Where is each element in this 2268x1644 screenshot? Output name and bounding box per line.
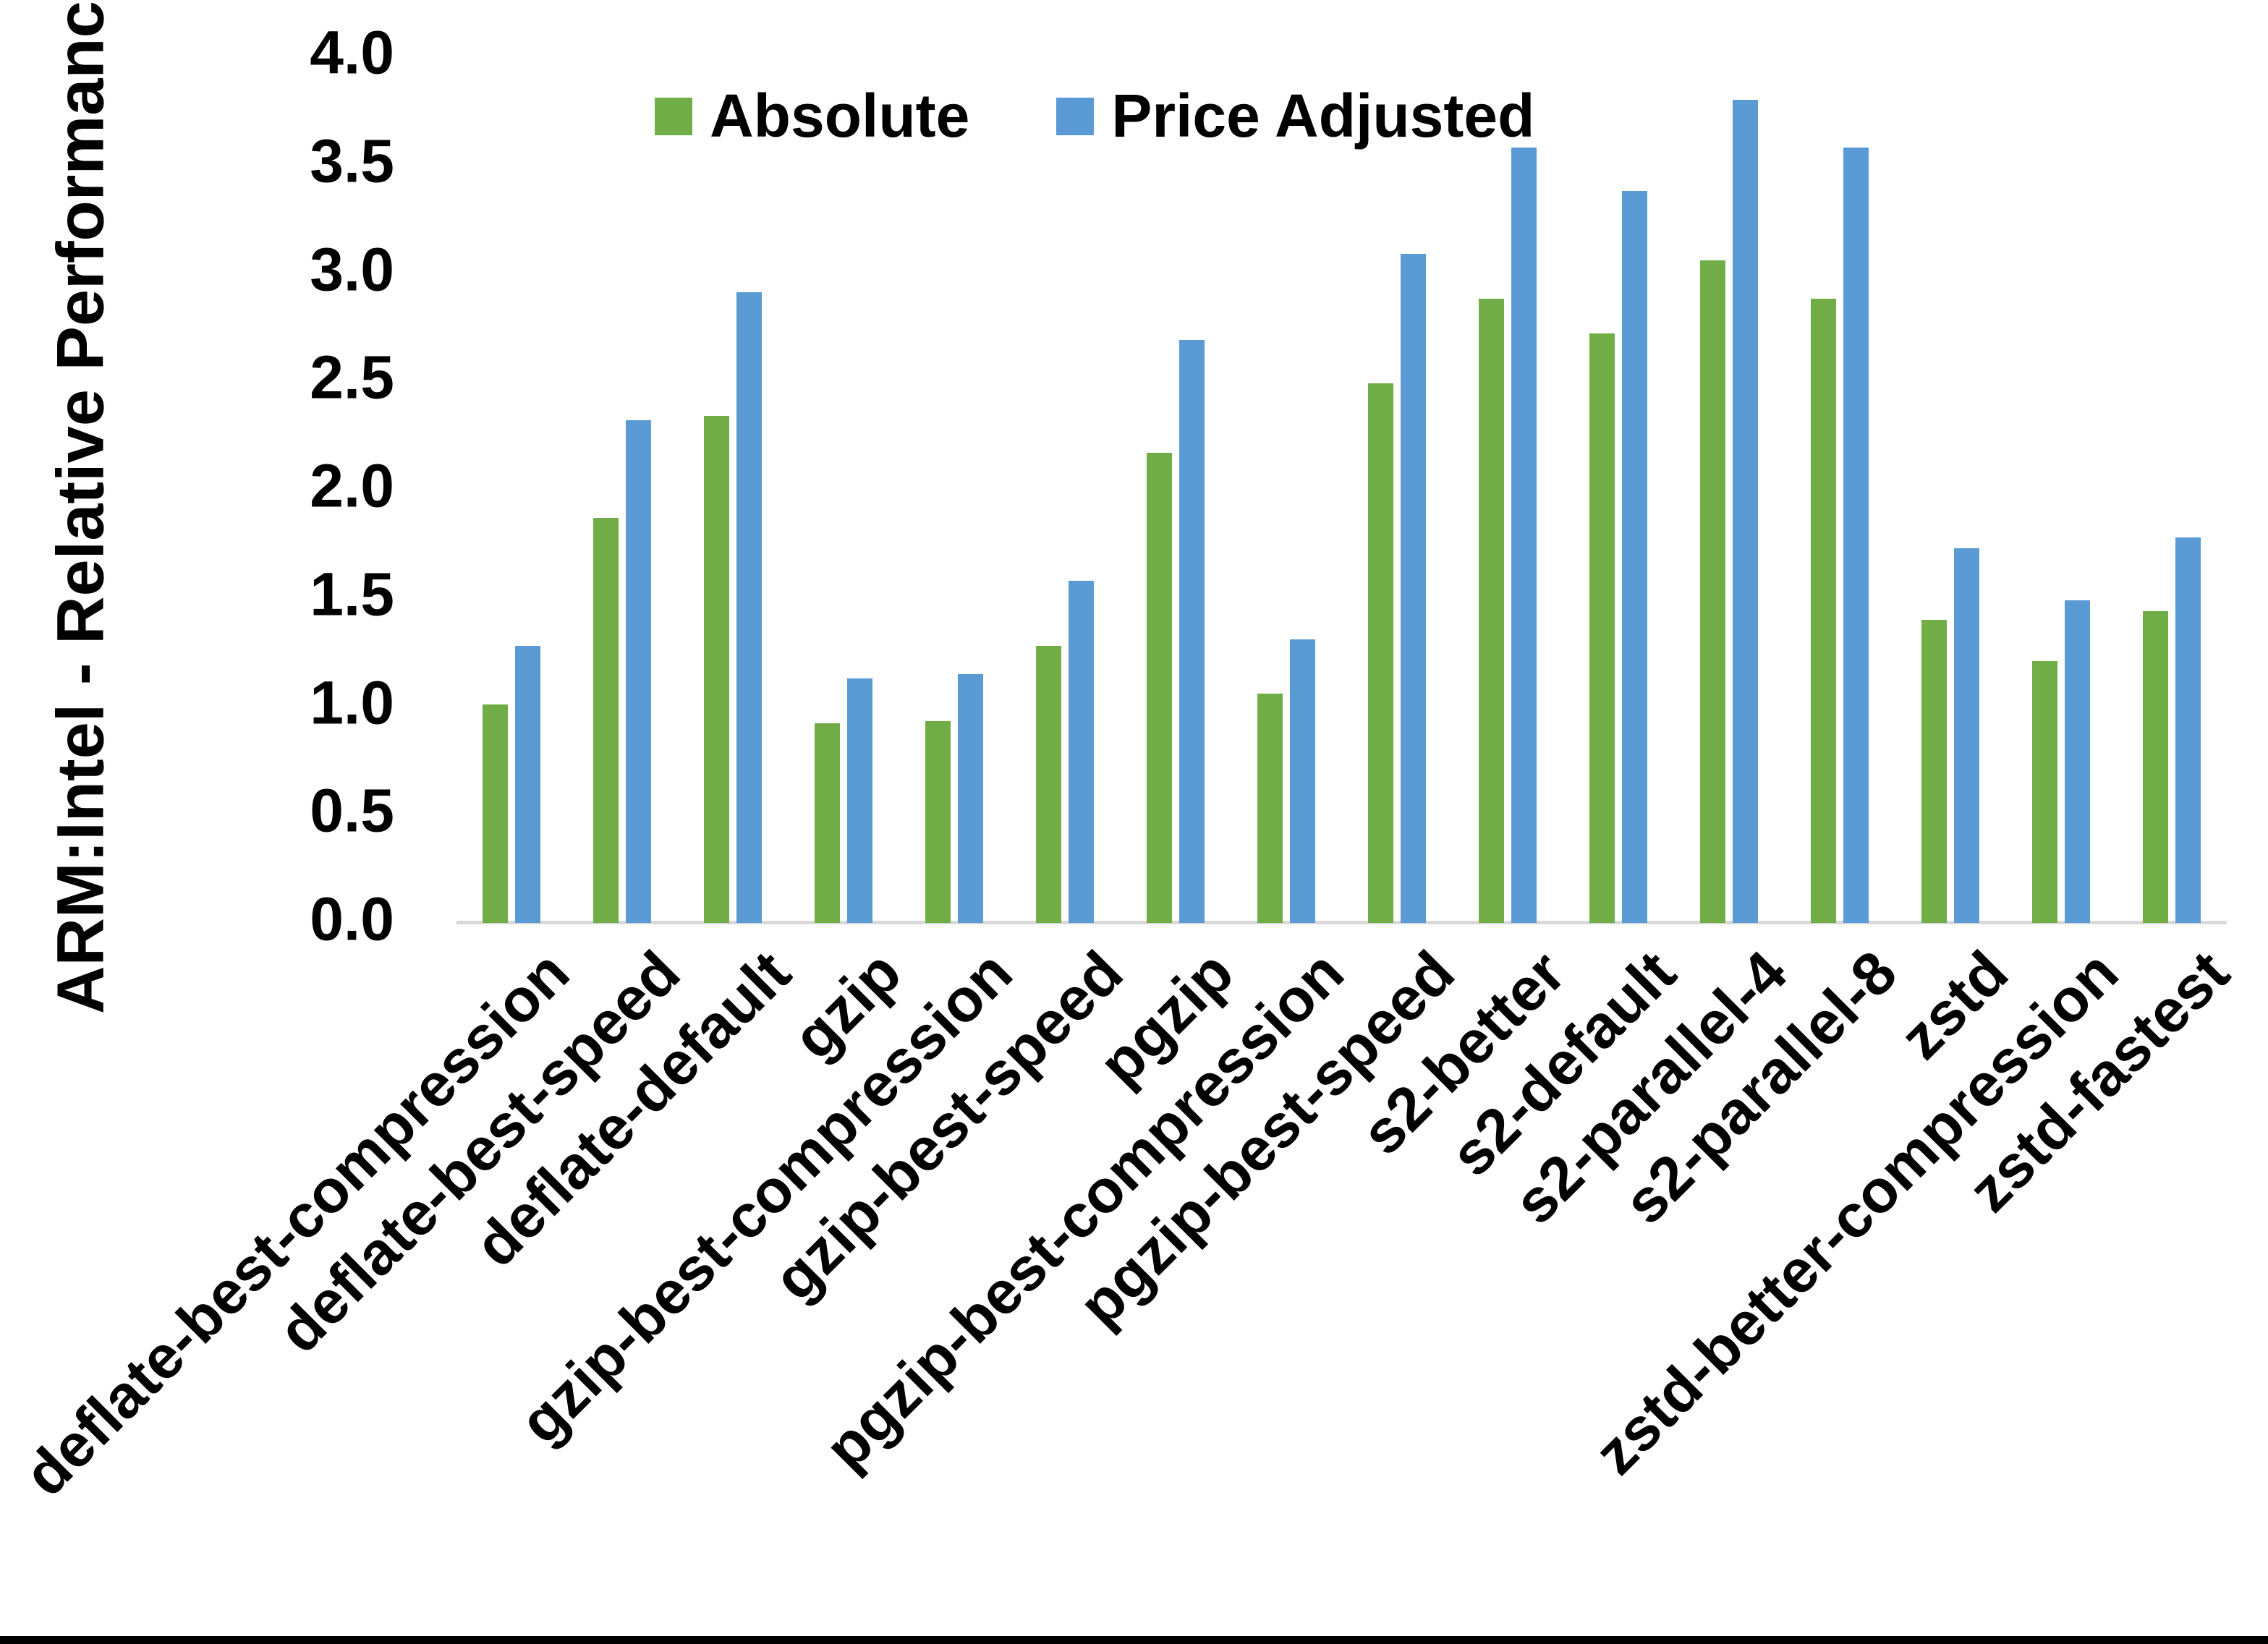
bar-s2-better-price-adjusted — [1511, 147, 1537, 923]
y-axis-tick-1.0: 1.0 — [310, 668, 394, 737]
bar-zstd-better-compression-price-adjusted — [2064, 600, 2090, 923]
bottom-border — [0, 1636, 2268, 1644]
y-axis-tick-0.5: 0.5 — [310, 776, 394, 845]
bar-gzip-price-adjusted — [847, 678, 873, 923]
bar-gzip-absolute — [815, 723, 841, 923]
legend-swatch-absolute — [655, 97, 692, 135]
bar-deflate-default-absolute — [704, 416, 730, 923]
bar-pgzip-absolute — [1147, 453, 1173, 923]
legend-item-price-adjusted: Price Adjusted — [1056, 81, 1534, 151]
bar-deflate-default-price-adjusted — [736, 292, 763, 923]
bar-s2-better-absolute — [1478, 299, 1504, 923]
bar-s2-parallel-4-price-adjusted — [1732, 99, 1758, 923]
bar-pgzip-best-compression-price-adjusted — [1290, 639, 1316, 923]
legend-item-absolute: Absolute — [655, 81, 969, 151]
y-axis-tick-3.5: 3.5 — [310, 127, 394, 195]
bar-zstd-absolute — [1921, 619, 1947, 923]
bar-deflate-best-compression-price-adjusted — [515, 645, 541, 923]
legend-label-price-adjusted: Price Adjusted — [1111, 82, 1535, 150]
y-axis-tick-2.0: 2.0 — [310, 451, 394, 520]
bar-s2-parallel-8-absolute — [1810, 299, 1836, 923]
bar-gzip-best-compression-absolute — [925, 721, 951, 923]
bar-s2-parallel-4-absolute — [1699, 260, 1725, 923]
bar-pgzip-best-speed-absolute — [1367, 383, 1393, 923]
y-axis-tick-2.5: 2.5 — [310, 343, 394, 412]
bar-gzip-best-compression-price-adjusted — [958, 673, 984, 923]
bar-s2-default-price-adjusted — [1621, 190, 1647, 923]
y-axis-tick-0.0: 0.0 — [310, 885, 394, 953]
bar-gzip-best-speed-absolute — [1036, 645, 1062, 923]
bar-deflate-best-speed-absolute — [593, 517, 619, 923]
bar-zstd-fastest-absolute — [2142, 610, 2168, 923]
bar-pgzip-best-compression-absolute — [1257, 693, 1283, 923]
y-axis-tick-4.0: 4.0 — [310, 18, 394, 87]
bar-zstd-price-adjusted — [1953, 548, 1979, 923]
bar-gzip-best-speed-price-adjusted — [1069, 580, 1095, 923]
axis-baseline — [456, 921, 2227, 924]
bar-deflate-best-speed-price-adjusted — [626, 420, 652, 923]
bar-deflate-best-compression-absolute — [483, 704, 509, 923]
legend-swatch-price-adjusted — [1056, 97, 1095, 135]
bar-pgzip-best-speed-price-adjusted — [1400, 253, 1426, 923]
bar-zstd-better-compression-absolute — [2031, 660, 2057, 923]
y-axis-tick-1.5: 1.5 — [310, 560, 394, 629]
bar-s2-default-absolute — [1589, 333, 1615, 923]
legend-label-absolute: Absolute — [710, 82, 970, 150]
legend: Absolute Price Adjusted — [655, 81, 1534, 151]
bar-s2-parallel-8-price-adjusted — [1843, 147, 1869, 923]
bar-zstd-fastest-price-adjusted — [2175, 537, 2201, 923]
y-axis-tick-3.0: 3.0 — [310, 235, 394, 304]
bar-pgzip-price-adjusted — [1179, 340, 1205, 923]
